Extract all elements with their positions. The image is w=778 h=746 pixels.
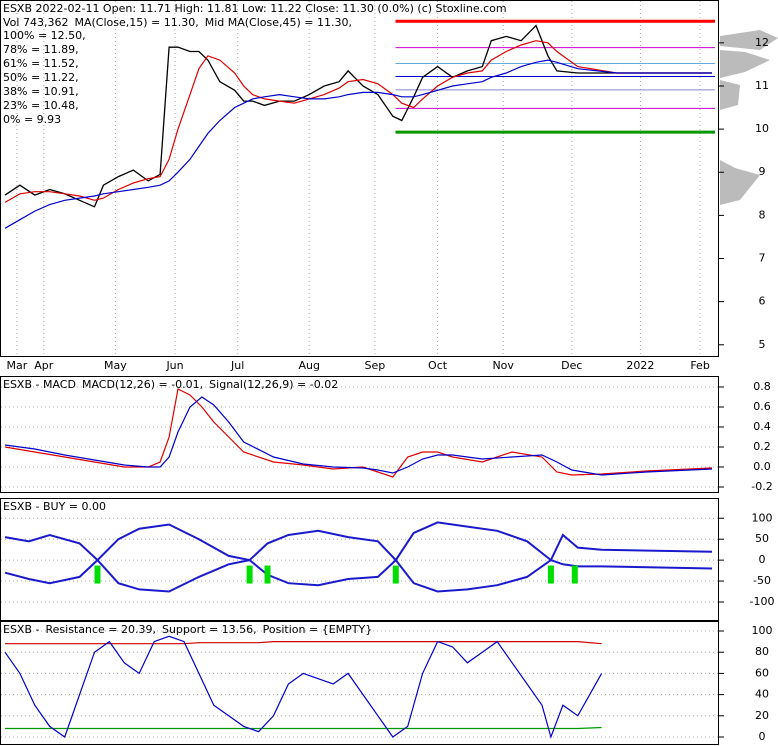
- panel-frame: [0, 498, 719, 621]
- fib-level-label: 61% = 11.52,: [3, 57, 79, 70]
- x-tick-label: Jul: [230, 359, 244, 372]
- x-tick-label: Nov: [492, 359, 514, 372]
- lower-band: [4, 558, 713, 593]
- y-tick-label: 0.8: [753, 380, 771, 393]
- header-text: Resistance = 20.39,: [45, 623, 155, 636]
- y-tick-label: 7: [759, 252, 766, 265]
- header-text: Signal(12,26,9) = -0.02: [209, 378, 338, 391]
- header-text: Mid MA(Close,45) = 11.30,: [205, 16, 352, 29]
- x-tick-label: Aug: [299, 359, 320, 372]
- y-tick-label: -100: [750, 595, 775, 608]
- panel-frame: [0, 0, 719, 357]
- y-tick-label: -50: [753, 574, 771, 587]
- fib-level-label: 23% = 10.48,: [3, 99, 79, 112]
- fib-level-label: 100% = 12.50,: [3, 29, 86, 42]
- y-tick-label: 50: [755, 532, 769, 545]
- series-line: [5, 640, 602, 645]
- y-tick-label: 100: [752, 511, 773, 524]
- y-tick-label: 9: [759, 165, 766, 178]
- y-tick-label: 0.0: [753, 460, 771, 473]
- series-line: [5, 726, 602, 730]
- series-line: [4, 388, 713, 478]
- x-tick-label: Mar: [7, 359, 28, 372]
- y-tick-label: 10: [755, 122, 769, 135]
- buy-signal: [392, 565, 399, 584]
- panel-frame: [0, 376, 719, 493]
- panel-frame: [0, 621, 719, 745]
- y-tick-label: 80: [755, 645, 769, 658]
- fib-level-label: 50% = 11.22,: [3, 71, 79, 84]
- buy-signal: [94, 565, 101, 584]
- y-tick-label: 0: [759, 553, 766, 566]
- y-tick-label: 6: [759, 295, 766, 308]
- fib-level-label: 0% = 9.93: [3, 113, 61, 126]
- y-tick-label: 0.4: [753, 420, 771, 433]
- x-tick-label: Jun: [165, 359, 183, 372]
- x-tick-label: Oct: [428, 359, 448, 372]
- header-text: ESXB -: [3, 623, 40, 636]
- series-line: [4, 59, 712, 229]
- y-tick-label: 0: [759, 730, 766, 743]
- profile-block: [720, 30, 778, 50]
- profile-block: [720, 160, 760, 205]
- upper-band: [4, 521, 713, 562]
- x-tick-label: Sep: [365, 359, 386, 372]
- header-text: ESXB - BUY = 0.00: [3, 500, 106, 513]
- y-tick-label: 0.6: [753, 400, 771, 413]
- y-tick-label: 5: [759, 338, 766, 351]
- y-tick-label: 12: [755, 36, 769, 49]
- buy-signal: [571, 565, 578, 584]
- header-text: Position = {EMPTY}: [263, 623, 373, 636]
- volume-profile: [720, 30, 778, 205]
- price-line: [4, 24, 712, 208]
- header-text: Vol 743,362: [3, 16, 68, 29]
- y-tick-label: -0.2: [751, 480, 772, 493]
- profile-block: [720, 50, 770, 78]
- y-tick-label: 0.2: [753, 440, 771, 453]
- buy-signal: [246, 565, 253, 584]
- y-tick-label: 100: [752, 624, 773, 637]
- x-tick-label: Dec: [561, 359, 582, 372]
- series-line: [4, 635, 603, 739]
- y-tick-label: 20: [755, 709, 769, 722]
- x-tick-label: May: [104, 359, 127, 372]
- header-text: MACD(12,26) = -0.01,: [82, 378, 203, 391]
- header-text: MA(Close,15) = 11.30,: [74, 16, 198, 29]
- header-text: ESXB - MACD: [3, 378, 76, 391]
- fib-level-label: 78% = 11.89,: [3, 43, 79, 56]
- buy-signal: [547, 565, 554, 584]
- buy-signal: [264, 565, 271, 584]
- profile-block: [720, 80, 740, 110]
- y-tick-label: 40: [755, 688, 769, 701]
- fib-level-label: 38% = 10.91,: [3, 85, 79, 98]
- x-tick-label: Feb: [690, 359, 709, 372]
- header-text: ESXB 2022-02-11 Open: 11.71 High: 11.81 …: [3, 2, 507, 15]
- x-tick-label: 2022: [626, 359, 654, 372]
- y-tick-label: 60: [755, 666, 769, 679]
- x-tick-label: Apr: [34, 359, 54, 372]
- y-tick-label: 11: [755, 79, 769, 92]
- series-line: [4, 396, 713, 476]
- header-text: Support = 13.56,: [162, 623, 257, 636]
- y-tick-label: 8: [759, 208, 766, 221]
